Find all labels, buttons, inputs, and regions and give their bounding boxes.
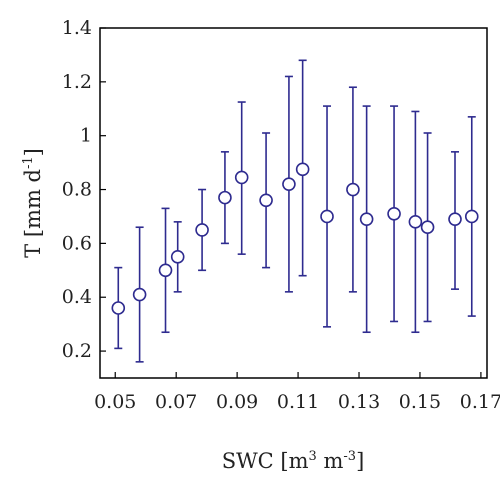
- point-marker: [420, 220, 435, 235]
- point-marker: [448, 212, 462, 226]
- point-marker: [259, 193, 273, 208]
- data-point: [320, 105, 334, 328]
- point-marker: [195, 223, 209, 237]
- data-point: [346, 86, 360, 293]
- point-marker: [282, 177, 296, 191]
- point-marker: [387, 206, 401, 221]
- x-tick-label: 0.07: [155, 391, 197, 413]
- point-marker: [111, 301, 126, 315]
- data-point: [387, 105, 401, 323]
- data-point: [158, 207, 173, 334]
- point-marker: [464, 209, 479, 224]
- point-marker: [359, 212, 374, 226]
- data-point: [359, 105, 374, 334]
- y-tick-label: 0.8: [62, 179, 92, 201]
- x-tick-label: 0.13: [338, 391, 380, 413]
- point-marker: [234, 170, 249, 185]
- data-point: [195, 188, 209, 272]
- data-point: [170, 221, 185, 293]
- point-marker: [158, 263, 173, 278]
- x-tick-label: 0.15: [399, 391, 441, 413]
- point-marker: [295, 162, 310, 177]
- data-point: [218, 151, 232, 245]
- y-tick-label: 0.6: [62, 232, 92, 254]
- x-tick-label: 0.09: [216, 391, 258, 413]
- data-point: [448, 151, 462, 290]
- x-tick-label: 0.11: [277, 391, 319, 413]
- data-point: [132, 226, 147, 363]
- y-tick-label: 1.4: [62, 17, 92, 39]
- point-marker: [132, 287, 147, 302]
- y-tick-label: 0.4: [62, 286, 92, 308]
- point-marker: [408, 215, 423, 229]
- y-tick-label: 1: [80, 125, 92, 147]
- y-axis-ticks: 0.2 0.4 0.6 0.8 1 1.2 1.4: [62, 17, 106, 362]
- data-point: [408, 110, 423, 334]
- x-tick-label: 0.05: [94, 391, 136, 413]
- x-tick-label: 0.17: [460, 391, 500, 413]
- data-point: [295, 59, 310, 277]
- point-marker: [170, 250, 185, 264]
- data-point: [420, 132, 435, 323]
- x-axis-ticks: 0.05 0.07 0.09 0.11 0.13 0.15 0.17: [94, 372, 500, 413]
- y-axis-title: T [mm d-1]: [21, 148, 45, 258]
- data-point: [111, 266, 126, 350]
- data-point: [464, 116, 479, 317]
- y-tick-label: 1.2: [62, 71, 92, 93]
- y-tick-label: 0.2: [62, 340, 92, 362]
- point-marker: [218, 190, 232, 205]
- data-series: [111, 59, 479, 363]
- data-point: [282, 75, 296, 293]
- data-point: [259, 132, 273, 269]
- plot-frame: [99, 27, 488, 379]
- point-marker: [346, 182, 360, 197]
- data-point: [234, 101, 249, 255]
- x-axis-title: SWC [m3 m-3]: [222, 449, 365, 473]
- point-marker: [320, 209, 334, 224]
